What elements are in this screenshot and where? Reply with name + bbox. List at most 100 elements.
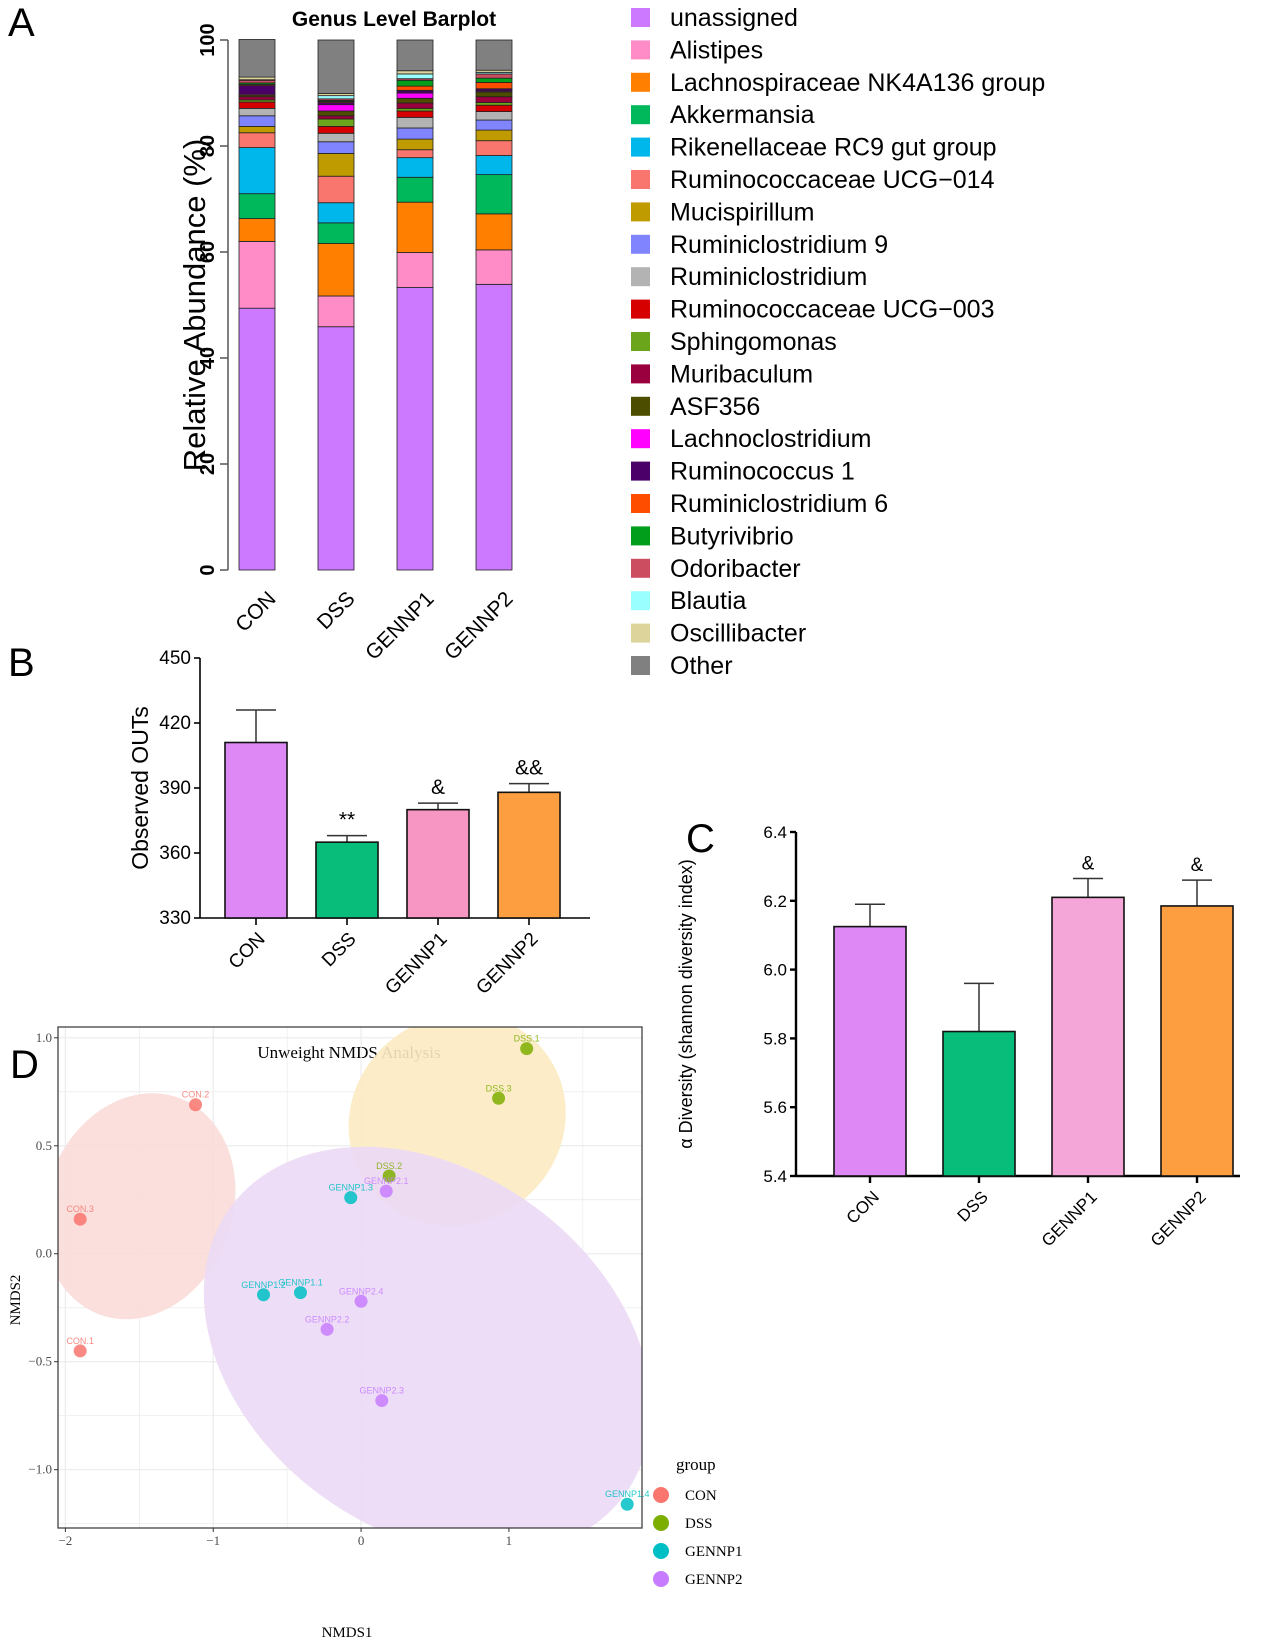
panel-a-legend-swatch	[631, 396, 650, 416]
panel-b-xtick-label: GENNP2	[472, 929, 542, 999]
panel-d-point-con-1: CON.1	[66, 1336, 94, 1358]
panel-a-legend-swatch	[631, 137, 650, 157]
panel-d-point-dss-3: DSS.3	[486, 1083, 512, 1105]
panel-a-legend-item-akkermansia: Akkermansia	[631, 101, 815, 129]
panel-b-significance-annotation: &&	[515, 757, 543, 780]
panel-a-bar-segment-dss-mucispirillum	[317, 153, 355, 177]
panel-d-legend-label: DSS	[685, 1516, 713, 1532]
panel-a-bar-segment-dss-ruminococcaceae-ucg-014	[317, 175, 355, 204]
panel-a-ytick-label: 0	[197, 564, 219, 575]
panel-c-bar-gennp1	[1051, 896, 1125, 1177]
panel-a-bar-segment-gennp1-lachnospiraceae-nk4a136-group	[396, 201, 434, 253]
panel-a-legend-swatch	[631, 494, 650, 513]
panel-d-point-gennp1-1: GENNP1.1	[278, 1278, 323, 1300]
panel-d-ytick-label: −0.5	[28, 1354, 52, 1369]
panel-a-xtick-label: GENNP2	[440, 587, 517, 664]
panel-d-legend-item-gennp2: GENNP2	[653, 1571, 743, 1588]
panel-a-bar-segment-gennp1-oscillibacter	[396, 70, 434, 75]
panel-d-ellipse-con	[58, 1093, 236, 1320]
panel-d-legend-marker	[653, 1515, 669, 1531]
panel-a-legend-swatch	[631, 202, 650, 222]
panel-a-bar-segment-gennp2-akkermansia	[475, 174, 513, 215]
panel-a-bar-segment-gennp2-lachnospiraceae-nk4a136-group	[475, 213, 513, 251]
panel-d-ytick-label: 0.0	[36, 1246, 52, 1261]
panel-d-xtick-label: 1	[506, 1533, 513, 1548]
panel-d-point-label: GENNP1.1	[278, 1278, 323, 1288]
panel-d-point-label: CON.3	[66, 1204, 94, 1214]
panel-d-nmds: Unweight NMDS Analysis NMDS1 NMDS2 −2 −1 0…	[8, 1026, 743, 1641]
panel-a-legend-swatch	[631, 364, 650, 384]
panel-d-point-con-3: CON.3	[66, 1204, 94, 1226]
panel-a-bar-segment-dss-ruminococcaceae-ucg-003	[317, 125, 355, 134]
panel-d-point-gennp1-3: GENNP1.3	[328, 1183, 373, 1205]
panel-a-bar-segment-dss-sphingomonas	[317, 118, 355, 127]
panel-d-point-marker	[188, 1098, 202, 1112]
panel-d-legend-label: GENNP1	[685, 1544, 743, 1560]
panel-a-legend-label: ASF356	[670, 393, 760, 421]
panel-a-bar-segment-gennp2-asf356	[475, 91, 513, 98]
panel-a-bar-segment-con-alistipes	[238, 240, 276, 309]
panel-a-bar-segment-gennp1-butyrivibrio	[396, 79, 434, 87]
panel-a-legend-label: Ruminococcaceae UCG−014	[670, 166, 995, 194]
panel-a-bar-segment-gennp2-rikenellaceae-rc9-gut-group	[475, 155, 513, 176]
panel-a-legend-item-alistipes: Alistipes	[631, 36, 763, 64]
panel-a-legend-item-other: Other	[631, 652, 733, 680]
panel-d-point-label: GENNP1.4	[605, 1489, 650, 1499]
panel-a-legend-label: Other	[670, 652, 733, 680]
panel-a-legend-item-blautia: Blautia	[631, 587, 747, 615]
panel-a-bar-segment-con-ruminococcaceae-ucg-014	[238, 132, 276, 148]
panel-d-point-gennp1-2: GENNP1.2	[241, 1280, 286, 1302]
panel-a-legend-swatch	[631, 170, 650, 189]
panel-b-significance-annotation: &	[431, 776, 445, 799]
panel-a-legend-label: Ruminococcus 1	[670, 458, 855, 486]
panel-c-xtick-label: CON	[843, 1187, 883, 1227]
panel-a-legend-item-lachnospiraceae-nk4a136-group: Lachnospiraceae NK4A136 group	[631, 69, 1045, 97]
panel-d-point-gennp2-1: GENNP2.1	[364, 1176, 408, 1198]
panel-a-legend-label: Blautia	[670, 587, 747, 615]
panel-d-xlabel: NMDS1	[322, 1625, 373, 1641]
panel-label-d: D	[10, 1043, 39, 1087]
panel-d-point-label: DSS.2	[376, 1161, 402, 1171]
panel-d-legend-marker	[653, 1571, 669, 1587]
panel-d-point-label: DSS.3	[486, 1083, 512, 1093]
panel-a-bar-segment-dss-ruminiclostridium	[317, 132, 355, 143]
panel-c-ylabel: α Diversity (shannon diversity index)	[676, 859, 696, 1149]
panel-b-bar-dss	[315, 841, 379, 919]
panel-d-xtick-label: 0	[358, 1533, 365, 1548]
panel-c-ytick-label: 6.2	[763, 892, 787, 911]
panel-a-legend-item-butyrivibrio: Butyrivibrio	[631, 522, 794, 550]
panel-b-xtick-label: CON	[225, 929, 270, 974]
panel-d-ytick-label: 1.0	[36, 1030, 52, 1045]
panel-a-legend-item-unassigned: unassigned	[631, 4, 798, 32]
panel-a-bar-segment-dss-muribaculum	[317, 115, 355, 120]
panel-a-bar-segment-dss-lachnoclostridium	[317, 104, 355, 112]
panel-d-point-marker	[520, 1042, 534, 1056]
panel-a-bar-segment-gennp2-ruminiclostridium-6	[475, 82, 513, 90]
panel-d-frame	[57, 1026, 643, 1529]
panel-d-point-marker	[620, 1497, 634, 1511]
panel-a-legend-label: Ruminiclostridium 6	[670, 490, 888, 518]
panel-a-legend-label: unassigned	[670, 4, 798, 32]
panel-b-bar-gennp2	[497, 791, 561, 919]
panel-a-bar-segment-con-muribaculum	[238, 96, 276, 101]
panel-d-point-marker	[257, 1288, 271, 1302]
panel-a-legend-item-lachnoclostridium: Lachnoclostridium	[631, 425, 872, 453]
panel-a-legend-label: Oscillibacter	[670, 620, 806, 648]
panel-d-point-marker	[354, 1294, 368, 1308]
panel-label-c: C	[686, 817, 715, 861]
panel-a-bar-segment-gennp1-alistipes	[396, 252, 434, 288]
panel-a-legend-item-ruminiclostridium-9: Ruminiclostridium 9	[631, 231, 888, 259]
panel-a-legend-swatch	[631, 558, 650, 578]
panel-a-bar-segment-gennp1-ruminococcaceae-ucg-003	[396, 110, 434, 118]
panel-a-bar-segment-con-rikenellaceae-rc9-gut-group	[238, 147, 276, 195]
panel-a-legend-label: Sphingomonas	[670, 328, 837, 356]
panel-a-legend-swatch	[631, 623, 650, 643]
panel-c-ytick-label: 5.8	[763, 1029, 787, 1048]
panel-d-ylabel: NMDS2	[8, 1275, 24, 1326]
panel-a-bar-segment-con-lachnospiraceae-nk4a136-group	[238, 218, 276, 242]
panel-a-xtick-label: DSS	[313, 587, 360, 634]
panel-c-ytick-label: 6.4	[763, 823, 787, 842]
panel-d-ellipses	[58, 1027, 642, 1528]
panel-a-legend-swatch	[631, 72, 650, 92]
panel-c-xtick-label: DSS	[954, 1187, 992, 1225]
